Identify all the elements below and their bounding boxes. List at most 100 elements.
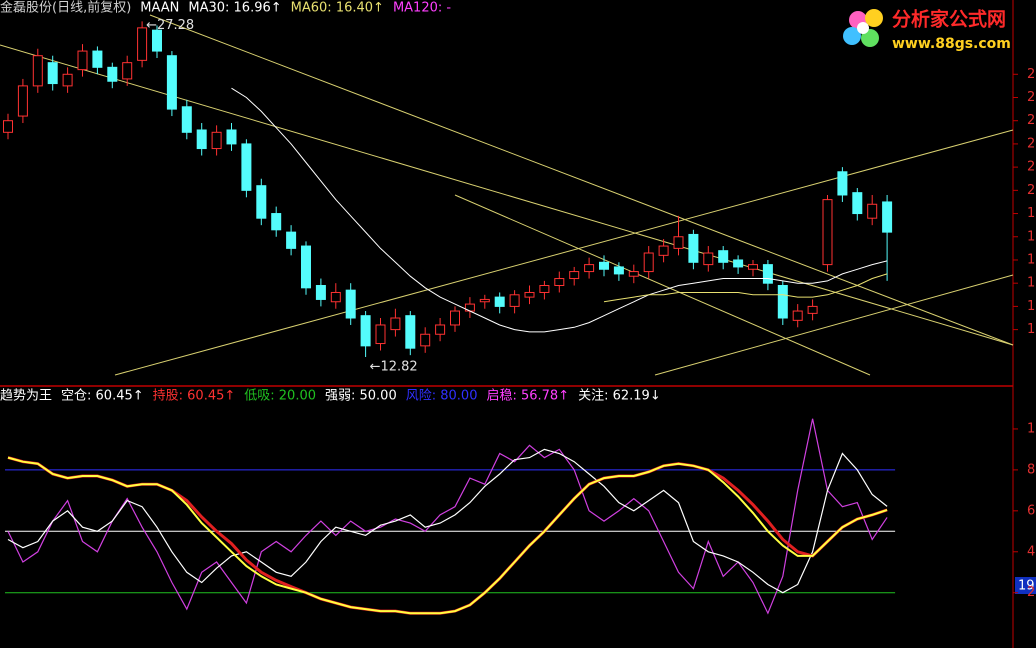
candle-body [554,278,565,287]
candle-body [762,264,773,284]
candle-body [852,192,863,215]
legend-entry: 空仓: 60.45↑ [61,389,144,404]
legend-entry: 持股: 60.45↑ [153,389,236,404]
series-line [231,87,888,333]
y-tick-label: 2 [1027,113,1035,128]
candle-body [435,324,446,335]
y-tick-label: 1 [1027,229,1035,244]
candle-body [703,252,714,266]
candle-body [509,294,520,307]
candle-body [450,310,460,326]
candle-body [77,50,88,71]
candle-body [330,291,341,303]
candle-body [524,291,535,298]
candle-body [613,266,624,275]
y-tick-label: 1 [1027,276,1035,291]
y-tick-label: 6 [1027,503,1035,518]
candle-body [405,315,416,349]
legend-entry: 低吸: 20.00 [244,389,316,404]
y-tick-label: 2 [1027,136,1035,151]
candle-body [92,50,103,68]
annotation: ←12.82 [370,360,418,375]
series-line [7,448,888,594]
y-tick-label: 1 [1027,252,1035,267]
candle-body [420,333,431,347]
y-tick-label: 1 [1027,322,1035,337]
y-tick-label: 8 [1027,462,1035,477]
candle-body [837,171,848,196]
logo-center [857,22,869,34]
trend-line [149,14,1014,346]
candle-body [807,305,818,314]
candle-body [643,252,654,273]
candle-body [733,259,744,268]
logo-petal [843,27,861,45]
candle-body [47,62,58,85]
candle-body [286,231,297,249]
candle-body [494,296,505,307]
candle-body [822,199,833,266]
logo-petal [861,29,879,47]
candle-body [584,264,595,273]
y-tick-label: 1 [1027,421,1035,436]
candle-body [390,317,401,331]
series-line [7,456,888,615]
candle-body [122,62,133,80]
candle-body [271,213,282,231]
candle-body [166,55,177,110]
candle-body [137,27,148,61]
candle-body [658,245,669,256]
legend-entry: 启稳: 56.78↑ [486,388,569,404]
candle-body [360,315,371,347]
y-tick-label: 2 [1027,183,1035,198]
candle-body [256,185,267,219]
marker-label: 19 [1018,579,1035,594]
candle-body [599,261,609,270]
legend-entry: 风险: 80.00 [406,389,478,404]
candle-body [3,120,13,133]
y-tick-label: 2 [1027,90,1035,105]
candle-body [211,131,222,150]
candle-body [345,289,356,319]
y-tick-label: 1 [1027,206,1035,221]
legend-entry: 关注: 62.19↓ [578,389,661,404]
legend-entry: MA30: 16.96↑ [188,1,281,16]
chart-subtitle: MAAN [140,1,179,16]
candle-body [569,271,580,280]
series-line [7,418,888,615]
marker-box [1015,577,1036,594]
candle-body [539,285,550,293]
y-tick-label: 2 [1027,585,1035,600]
candle-body [777,285,788,319]
candle-body [32,55,43,87]
candle-body [628,271,639,277]
legend-entry: 强弱: 50.00 [325,389,397,404]
candle-body [673,236,684,249]
y-tick-label: 2 [1027,67,1035,82]
candle-body [181,106,192,133]
candle-body [62,73,73,87]
legend-entry: MA120: - [393,1,451,16]
candle-body [882,201,893,233]
candle-body [479,298,490,303]
candle-body [718,250,729,263]
candle-body [315,285,326,300]
y-tick-label: 1 [1027,299,1035,314]
candle-body [196,129,207,150]
trend-line [654,274,1014,376]
legend-entry: MA60: 16.40↑ [291,1,384,16]
chart-title: 趋势为王 [0,388,52,404]
chart-title: 金磊股份(日线,前复权) [0,0,131,16]
candle-body [152,29,162,52]
trend-line [114,129,1014,376]
logo-petal [865,9,883,27]
logo: 分析家公式网 www.88gs.com [843,8,1011,52]
y-tick-label: 2 [1027,160,1035,175]
candle-body [17,85,28,117]
trend-line [454,194,871,376]
series-line [603,273,888,303]
candle-body [107,66,118,82]
